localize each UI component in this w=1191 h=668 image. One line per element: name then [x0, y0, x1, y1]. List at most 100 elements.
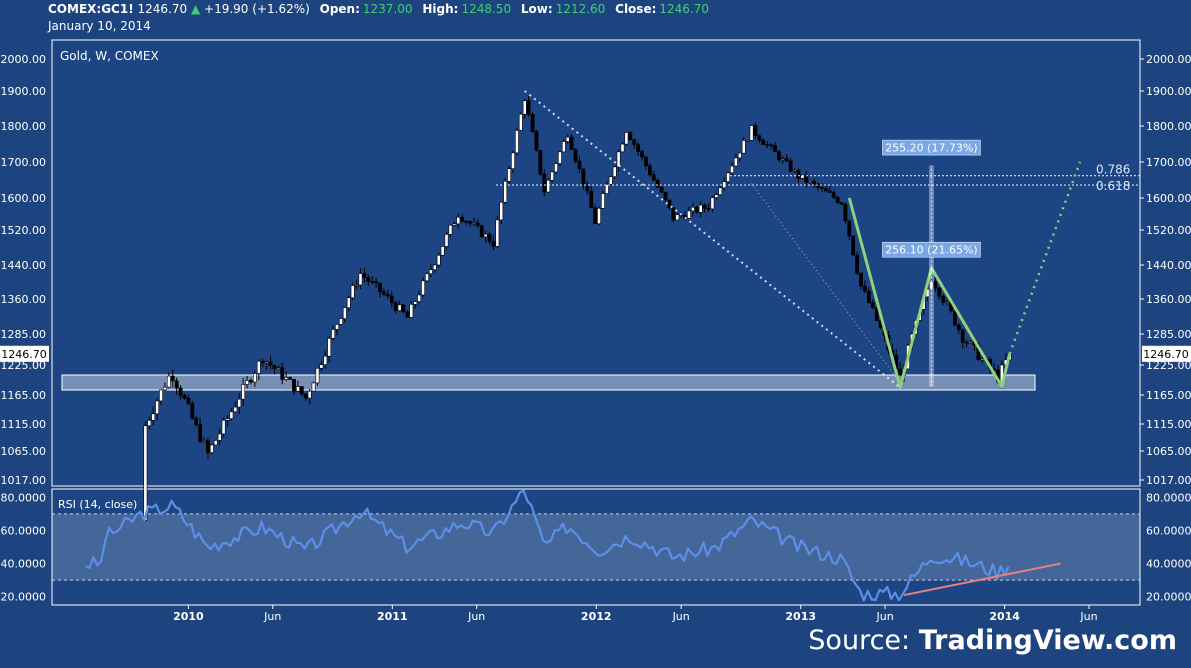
- candle-up: [225, 418, 230, 421]
- last-price-tag-left: [0, 345, 49, 362]
- measure-label-2: 255.20 (17.73%): [885, 142, 978, 155]
- candle-down: [835, 196, 840, 203]
- candle-up: [749, 125, 754, 141]
- last-price: 1246.70: [137, 2, 188, 16]
- price-tick-right: 1440.00: [1146, 259, 1191, 272]
- candle-down: [773, 145, 777, 152]
- candle-down: [655, 180, 660, 188]
- candle-up: [311, 382, 316, 392]
- price-tick-right: 1800.00: [1146, 120, 1191, 133]
- candle-up: [284, 377, 289, 380]
- candle-down: [765, 144, 770, 146]
- candle-up: [425, 273, 429, 282]
- price-tick-right: 1017.00: [1146, 474, 1191, 487]
- candle-down: [589, 190, 594, 208]
- up-arrow-icon: ▲: [190, 2, 201, 16]
- candle-down: [479, 225, 484, 238]
- candle-down: [831, 192, 836, 198]
- candle-down: [280, 367, 285, 380]
- symbol-header: COMEX:GC1! 1246.70 ▲ +19.90 (+1.62%) Ope…: [48, 2, 709, 17]
- candle-down: [628, 132, 633, 141]
- candle-up: [780, 158, 785, 161]
- candle-up: [792, 169, 797, 172]
- candle-down: [178, 387, 183, 396]
- measure-label-2-box: [882, 139, 981, 156]
- candle-up: [350, 285, 355, 299]
- candle-down: [796, 169, 801, 179]
- candle-up: [241, 384, 246, 400]
- candle-up: [237, 398, 242, 408]
- candle-up: [687, 210, 691, 219]
- candle-down: [385, 293, 390, 297]
- candle-down: [671, 207, 676, 221]
- downtrend-line-thin: [751, 183, 897, 378]
- candle-up: [734, 157, 738, 167]
- candle-up: [436, 254, 441, 266]
- candle-up: [730, 165, 734, 174]
- candle-down: [851, 235, 856, 256]
- candle-down: [855, 254, 860, 274]
- time-tick-label: Jun: [672, 610, 690, 623]
- candle-up: [358, 273, 363, 286]
- candle-down: [393, 302, 398, 311]
- price-tick-right: 1165.00: [1146, 389, 1191, 402]
- price-tick-left: 1115.00: [1, 418, 47, 431]
- candle-down: [964, 341, 969, 344]
- candle-down: [491, 241, 496, 247]
- candle-down: [816, 183, 820, 188]
- candle-up: [718, 187, 723, 195]
- price-tick-left: 1360.00: [1, 293, 47, 306]
- candle-down: [659, 186, 664, 193]
- candle-down: [757, 135, 762, 141]
- candle-down: [260, 360, 265, 364]
- time-tick-label: 2012: [581, 610, 612, 623]
- candle-up: [726, 172, 730, 182]
- candle-up: [163, 386, 167, 391]
- candle-up: [808, 180, 813, 183]
- time-tick-label: Jun: [1079, 610, 1097, 623]
- candle-down: [651, 174, 656, 181]
- time-tick-label: Jun: [875, 610, 893, 623]
- candle-up: [503, 180, 508, 203]
- price-tick-left: 1440.00: [1, 259, 47, 272]
- candle-down: [667, 199, 672, 209]
- candle-up: [346, 297, 351, 308]
- candle-down: [206, 440, 210, 453]
- candle-up: [256, 360, 261, 374]
- last-price-tag-left-text: 1246.70: [1, 348, 47, 361]
- low-label: Low:: [520, 2, 553, 16]
- rsi-tick-right: 80.0000: [1146, 491, 1191, 504]
- time-tick-label: 2014: [989, 610, 1020, 623]
- price-tick-left: 1065.00: [1, 445, 47, 458]
- candle-up: [143, 425, 148, 521]
- fib-level-label: 0.786: [1096, 163, 1130, 177]
- candle-down: [401, 304, 406, 313]
- candle-down: [370, 281, 375, 283]
- candle-down: [299, 386, 304, 395]
- candle-down: [378, 282, 382, 293]
- rsi-tick-left: 80.0000: [1, 491, 47, 504]
- rsi-tick-right: 40.0000: [1146, 558, 1191, 571]
- source-brand: TradingView.com: [918, 625, 1177, 656]
- candle-down: [593, 207, 598, 224]
- candle-down: [190, 403, 195, 419]
- candle-down: [761, 140, 766, 145]
- candle-down: [874, 307, 879, 321]
- candle-down: [464, 220, 468, 223]
- candle-up: [945, 301, 949, 304]
- rsi-pane: [51, 488, 1141, 606]
- price-change: +19.90 (+1.62%): [204, 2, 310, 16]
- candle-up: [620, 143, 625, 153]
- candle-up: [315, 367, 320, 384]
- candle-down: [839, 202, 844, 205]
- close-label: Close:: [615, 2, 657, 16]
- candle-up: [522, 100, 527, 115]
- candle-up: [495, 219, 500, 247]
- candle-down: [249, 380, 253, 383]
- measure-label-1: 256.10 (21.65%): [885, 244, 978, 257]
- price-pane: [51, 39, 1141, 487]
- price-tick-right: 2000.00: [1146, 53, 1191, 66]
- candle-up: [428, 269, 433, 274]
- rsi-band: [52, 513, 1140, 581]
